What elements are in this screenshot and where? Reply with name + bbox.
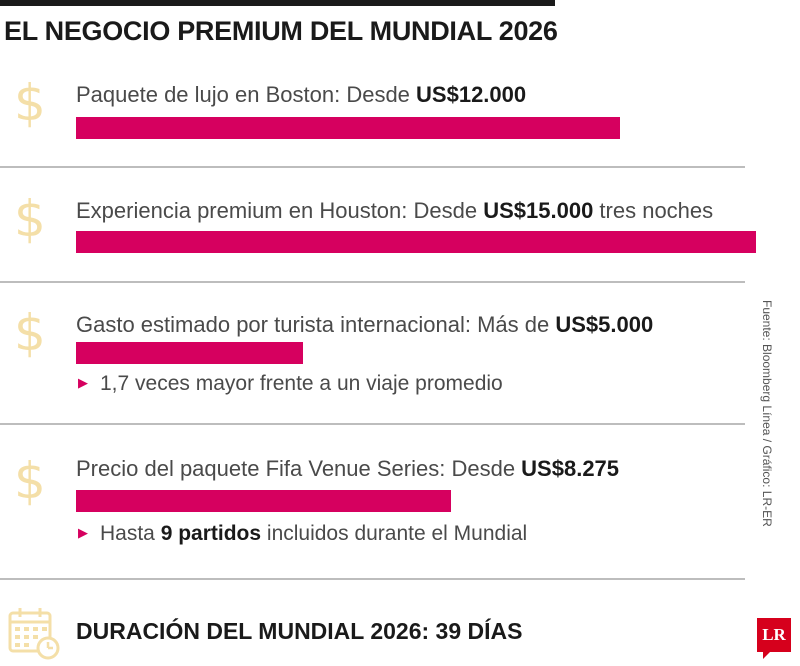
- triangle-bullet-icon: ▶: [78, 375, 88, 390]
- bar-boston: [76, 117, 620, 139]
- footer-duration: DURACIÓN DEL MUNDIAL 2026: 39 DÍAS: [76, 618, 523, 644]
- chart-title: EL NEGOCIO PREMIUM DEL MUNDIAL 2026: [4, 16, 558, 46]
- divider: [0, 578, 745, 580]
- dollar-icon: $: [14, 74, 46, 132]
- divider: [0, 281, 745, 283]
- lr-logo: LR: [757, 618, 791, 659]
- bar-fifa: [76, 490, 451, 512]
- bar-houston: [76, 231, 756, 253]
- bar-turista: [76, 342, 303, 364]
- top-rule: [0, 0, 555, 6]
- dollar-icon: $: [14, 452, 46, 510]
- note-turista: ▶ 1,7 veces mayor frente a un viaje prome…: [78, 372, 503, 395]
- row-label-turista: Gasto estimado por turista internacional…: [76, 312, 654, 337]
- row-label-boston: Paquete de lujo en Boston: Desde US$12.0…: [76, 82, 527, 107]
- note-fifa: ▶ Hasta 9 partidos incluidos durante el M…: [78, 522, 528, 545]
- dollar-icon: $: [14, 190, 46, 248]
- divider: [0, 166, 745, 168]
- row-label-houston: Experiencia premium en Houston: Desde US…: [76, 198, 714, 223]
- calendar-icon: [8, 608, 60, 660]
- row-label-fifa: Precio del paquete Fifa Venue Series: De…: [76, 456, 620, 481]
- triangle-bullet-icon: ▶: [78, 525, 88, 540]
- dollar-icon: $: [14, 304, 46, 362]
- divider: [0, 423, 745, 425]
